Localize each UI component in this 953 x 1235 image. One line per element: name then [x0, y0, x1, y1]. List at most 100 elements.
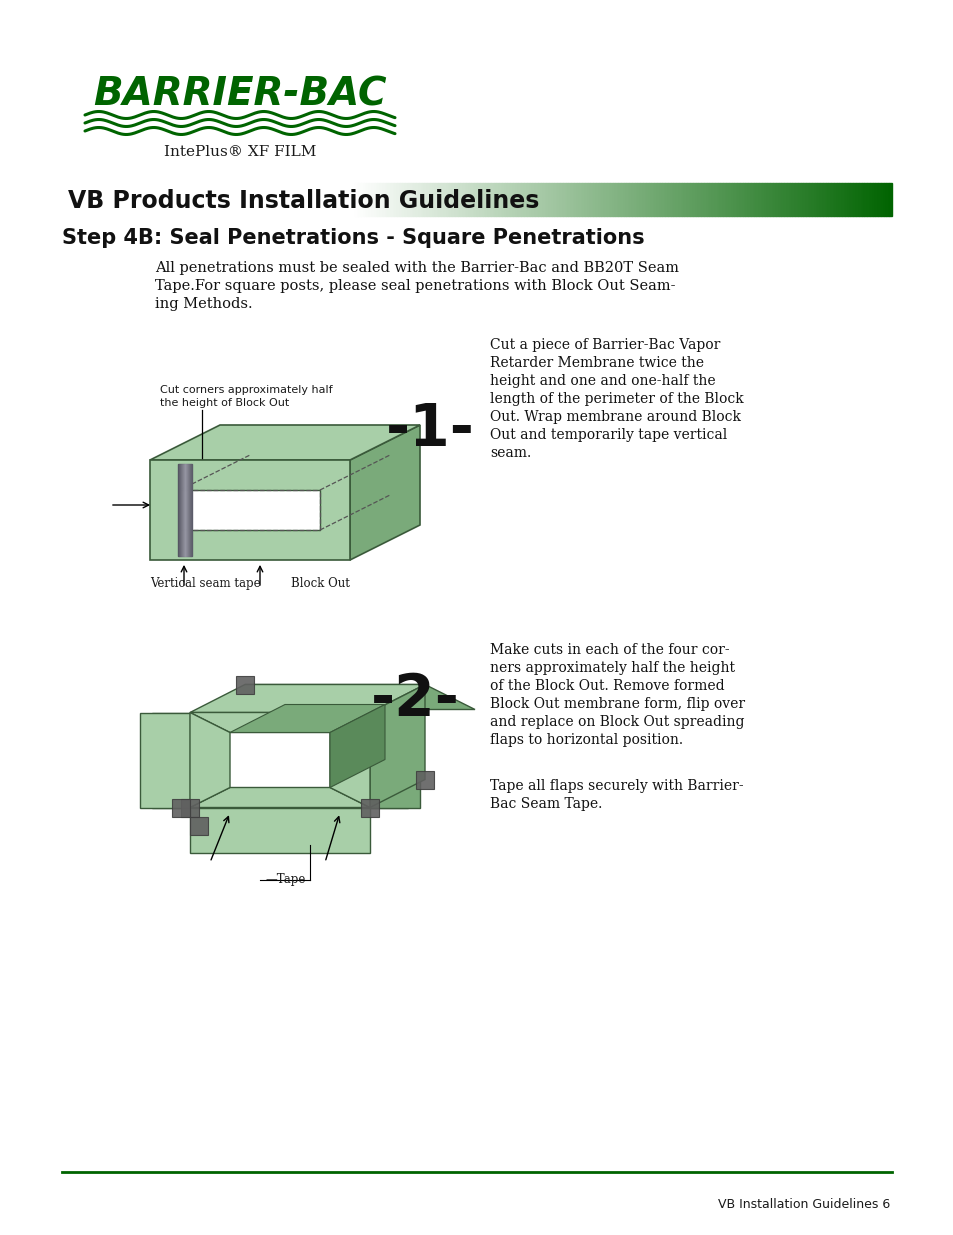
Bar	[410, 183, 413, 216]
Bar	[142, 183, 145, 216]
Polygon shape	[360, 799, 378, 816]
Bar	[753, 183, 756, 216]
Bar	[103, 183, 106, 216]
Bar	[98, 183, 101, 216]
Bar	[535, 183, 537, 216]
Bar	[197, 183, 200, 216]
Bar	[479, 183, 482, 216]
Bar	[299, 183, 302, 216]
Polygon shape	[370, 684, 424, 808]
Bar	[769, 183, 772, 216]
Bar	[593, 183, 596, 216]
Polygon shape	[150, 425, 419, 459]
Bar	[269, 183, 272, 216]
Bar	[863, 183, 866, 216]
Bar	[686, 183, 689, 216]
Bar	[385, 183, 388, 216]
Bar	[620, 183, 623, 216]
Bar	[543, 183, 546, 216]
Text: VB Products Installation Guidelines: VB Products Installation Guidelines	[68, 189, 538, 212]
Polygon shape	[178, 464, 192, 556]
Bar	[231, 183, 233, 216]
Bar	[239, 183, 241, 216]
Bar	[673, 183, 676, 216]
Bar	[507, 183, 510, 216]
Bar	[797, 183, 800, 216]
Bar	[421, 183, 424, 216]
Bar	[657, 183, 659, 216]
Bar	[590, 183, 593, 216]
Bar	[209, 183, 212, 216]
Bar	[802, 183, 805, 216]
Text: Step 4B: Seal Penetrations - Square Penetrations: Step 4B: Seal Penetrations - Square Pene…	[62, 228, 644, 248]
Bar	[302, 183, 305, 216]
Bar	[654, 183, 657, 216]
Bar	[292, 183, 294, 216]
Bar	[581, 183, 584, 216]
Bar	[311, 183, 314, 216]
Bar	[327, 183, 330, 216]
Polygon shape	[181, 799, 199, 816]
Bar	[117, 183, 120, 216]
Bar	[642, 183, 645, 216]
Text: All penetrations must be sealed with the Barrier-Bac and BB20T Seam: All penetrations must be sealed with the…	[154, 261, 679, 275]
Bar	[562, 183, 565, 216]
Bar	[391, 183, 394, 216]
Polygon shape	[180, 490, 319, 530]
Bar	[520, 183, 523, 216]
Bar	[274, 183, 277, 216]
Bar	[516, 183, 518, 216]
Bar	[366, 183, 369, 216]
Bar	[357, 183, 360, 216]
Bar	[330, 183, 333, 216]
Bar	[250, 183, 253, 216]
Bar	[347, 183, 350, 216]
Bar	[62, 183, 65, 216]
Bar	[631, 183, 634, 216]
Bar	[212, 183, 213, 216]
Bar	[280, 183, 283, 216]
Bar	[350, 183, 352, 216]
Bar	[817, 183, 820, 216]
Polygon shape	[370, 713, 408, 808]
Bar	[465, 183, 468, 216]
Bar	[164, 183, 167, 216]
Polygon shape	[370, 713, 419, 808]
Bar	[491, 183, 493, 216]
Bar	[501, 183, 504, 216]
Bar	[761, 183, 764, 216]
Bar	[322, 183, 324, 216]
Bar	[703, 183, 706, 216]
Bar	[734, 183, 737, 216]
Polygon shape	[190, 788, 370, 808]
Bar	[460, 183, 462, 216]
Bar	[571, 183, 574, 216]
Bar	[443, 183, 446, 216]
Bar	[712, 183, 714, 216]
Polygon shape	[190, 808, 370, 852]
Bar	[676, 183, 679, 216]
Bar	[87, 183, 90, 216]
Polygon shape	[190, 816, 208, 835]
Bar	[206, 183, 209, 216]
Bar	[324, 183, 327, 216]
Bar	[885, 183, 888, 216]
Bar	[670, 183, 673, 216]
Bar	[316, 183, 319, 216]
Bar	[258, 183, 261, 216]
Text: ners approximately half the height: ners approximately half the height	[490, 661, 734, 676]
Bar	[68, 183, 71, 216]
Bar	[129, 183, 131, 216]
Text: —Tape: —Tape	[265, 873, 305, 887]
Bar	[139, 183, 142, 216]
Bar	[664, 183, 667, 216]
Bar	[824, 183, 827, 216]
Bar	[551, 183, 554, 216]
Bar	[253, 183, 255, 216]
Bar	[684, 183, 686, 216]
Bar	[314, 183, 316, 216]
Bar	[440, 183, 443, 216]
Bar	[228, 183, 231, 216]
Bar	[402, 183, 405, 216]
Bar	[584, 183, 587, 216]
